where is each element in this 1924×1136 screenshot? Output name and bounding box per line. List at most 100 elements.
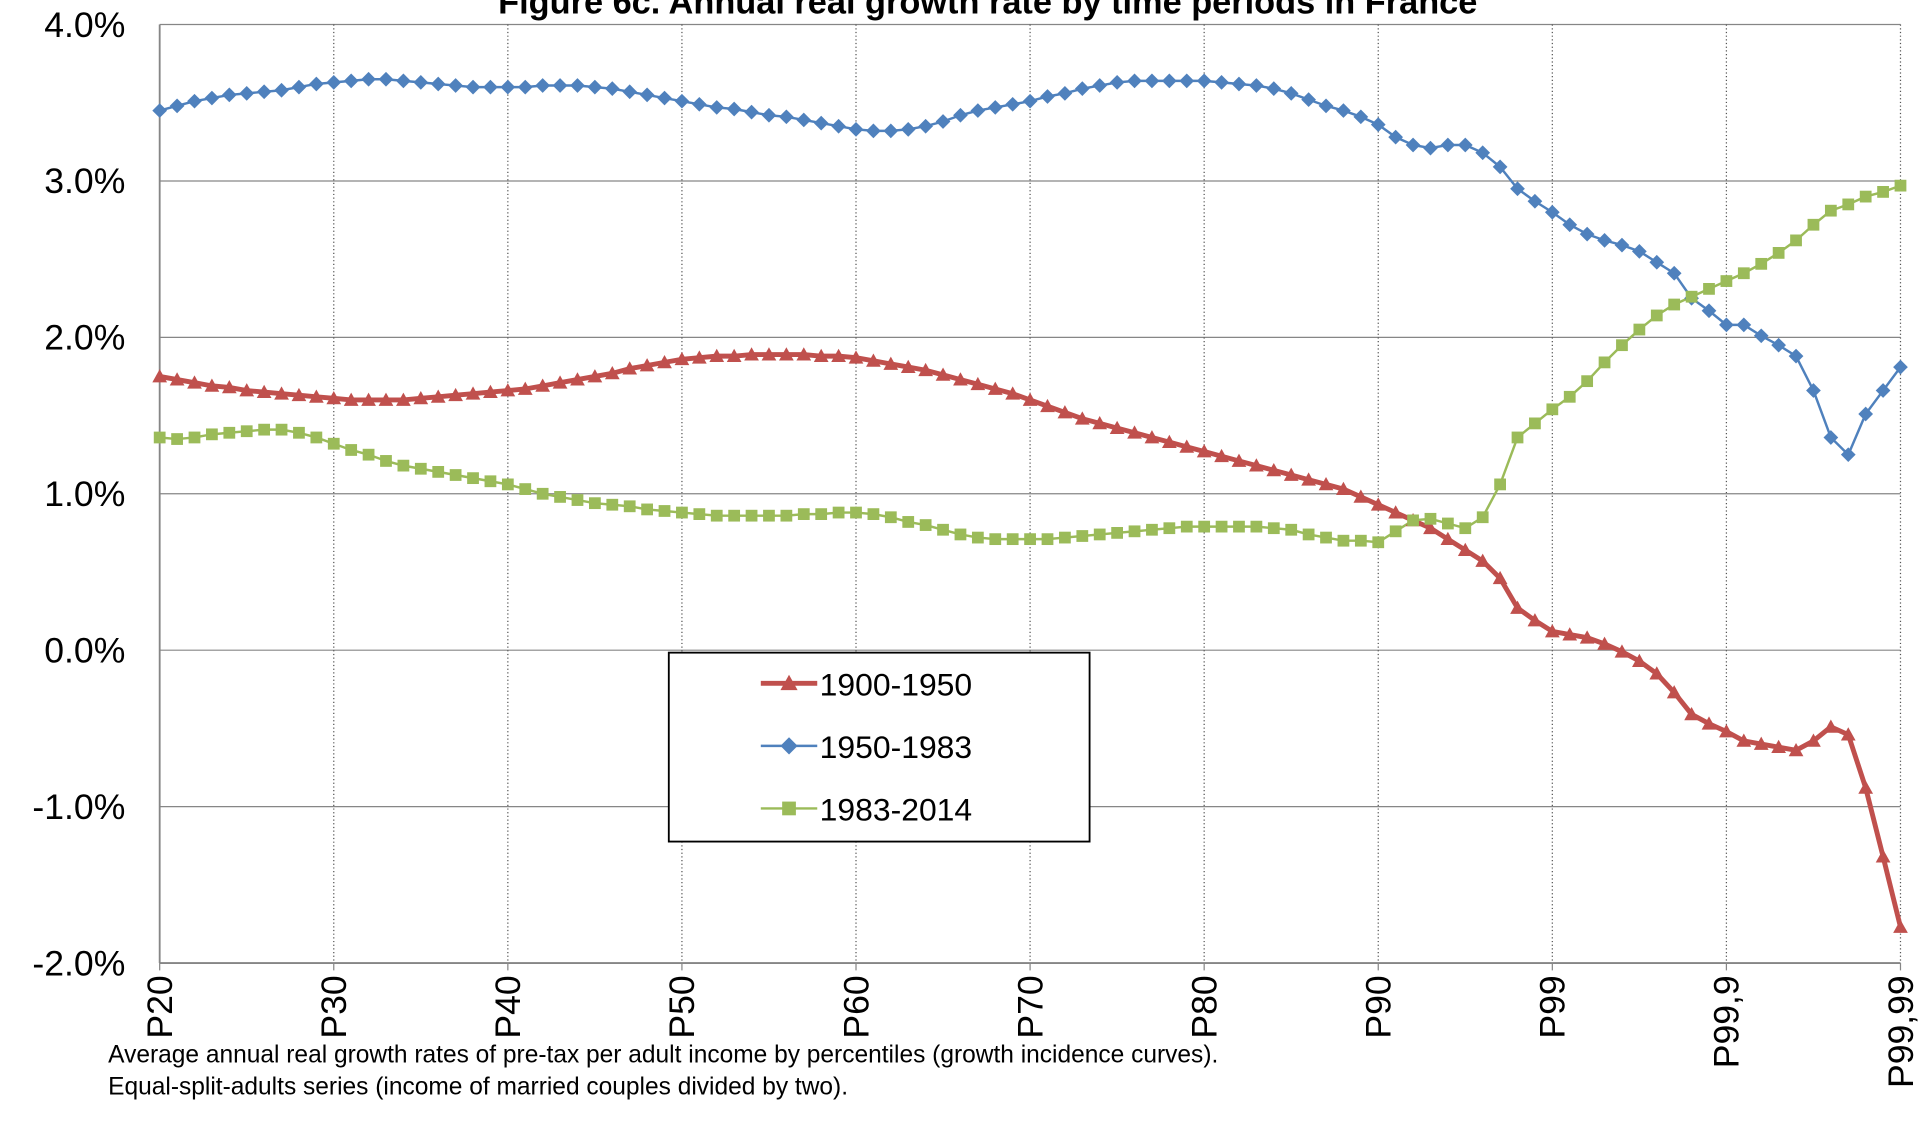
y-tick-label: -1.0% [32, 787, 125, 827]
point-marker [744, 104, 759, 120]
y-tick-label: 2.0% [44, 318, 125, 358]
point-marker [902, 516, 915, 528]
point-marker [500, 383, 516, 397]
point-marker [1806, 733, 1821, 747]
point-marker [604, 81, 620, 97]
point-marker [1250, 520, 1263, 533]
point-marker [606, 498, 619, 511]
point-marker [396, 392, 411, 406]
note: Equal-split-adults series (income of mar… [108, 1073, 848, 1100]
point-marker [413, 391, 429, 405]
point-marker [413, 75, 429, 90]
point-marker [258, 423, 271, 436]
point-marker [1405, 137, 1421, 153]
note: Average annual real growth rates of pre-… [108, 1041, 1218, 1068]
x-tick-label: P30 [314, 975, 354, 1038]
point-marker [500, 79, 516, 95]
point-marker [535, 78, 551, 93]
point-marker [813, 348, 829, 363]
point-marker [430, 389, 446, 403]
point-marker [1597, 636, 1612, 650]
y-tick-label: 4.0% [44, 5, 125, 45]
point-marker [935, 114, 951, 129]
point-marker [1632, 653, 1647, 668]
point-marker [1059, 531, 1071, 544]
point-marker [1616, 339, 1628, 352]
point-marker [1858, 780, 1874, 794]
point-marker [691, 350, 707, 364]
point-marker [1790, 234, 1802, 247]
point-marker [1074, 81, 1090, 97]
point-marker [448, 387, 463, 402]
point-marker [1859, 190, 1872, 203]
point-marker [813, 115, 829, 131]
point-marker [204, 90, 220, 106]
x-tick-label: P70 [1010, 975, 1050, 1038]
point-marker [1198, 520, 1211, 533]
point-marker [728, 509, 741, 522]
point-marker [780, 509, 793, 522]
point-marker [1755, 257, 1768, 270]
point-marker [1144, 430, 1160, 444]
point-marker [1336, 481, 1351, 495]
point-marker [1022, 392, 1038, 406]
point-marker [1736, 317, 1752, 333]
point-marker [1179, 439, 1195, 453]
point-marker [396, 73, 411, 89]
point-marker [937, 523, 949, 536]
point-marker [987, 381, 1003, 395]
point-marker [1074, 411, 1090, 425]
point-marker [1494, 478, 1506, 491]
point-marker [535, 378, 551, 392]
point-marker [1370, 117, 1386, 133]
point-marker [1318, 477, 1334, 491]
point-marker [1492, 159, 1508, 175]
point-marker [1249, 458, 1264, 472]
point-marker [326, 75, 342, 90]
point-marker [1057, 85, 1073, 101]
point-marker [345, 444, 358, 456]
point-marker [918, 118, 933, 134]
point-marker [1372, 536, 1385, 549]
point-marker [954, 528, 967, 541]
point-marker [1336, 103, 1351, 118]
point-marker [1806, 383, 1821, 398]
y-tick-label: 1.0% [44, 474, 125, 514]
point-marker [1510, 181, 1525, 197]
x-tick-label: P99,9 [1707, 975, 1747, 1068]
point-marker [361, 71, 376, 87]
point-marker [796, 347, 812, 361]
point-marker [691, 96, 707, 112]
point-marker [639, 87, 655, 103]
point-marker [1266, 462, 1282, 477]
point-marker [1041, 533, 1054, 546]
point-marker [1842, 198, 1855, 211]
point-marker [587, 369, 603, 383]
point-marker [1283, 85, 1299, 101]
point-marker [1127, 425, 1142, 439]
point-marker [987, 100, 1003, 115]
point-marker [1459, 522, 1472, 535]
point-marker [761, 347, 777, 361]
x-tick-label: P99 [1533, 975, 1573, 1038]
point-marker [519, 483, 532, 495]
point-marker [1196, 444, 1212, 458]
point-marker [1562, 217, 1578, 233]
point-marker [848, 121, 864, 137]
point-marker [449, 469, 462, 481]
point-marker [1233, 520, 1245, 533]
point-marker [1353, 489, 1369, 503]
point-marker [657, 355, 672, 369]
point-marker [274, 82, 289, 98]
point-marker [1283, 467, 1299, 481]
point-marker [448, 78, 463, 93]
point-marker [709, 100, 725, 115]
point-marker [152, 369, 168, 383]
point-marker [1788, 742, 1804, 757]
point-marker [1249, 78, 1264, 93]
point-marker [570, 372, 585, 386]
point-marker [1231, 453, 1247, 467]
point-marker [361, 392, 376, 406]
point-marker [484, 475, 497, 488]
